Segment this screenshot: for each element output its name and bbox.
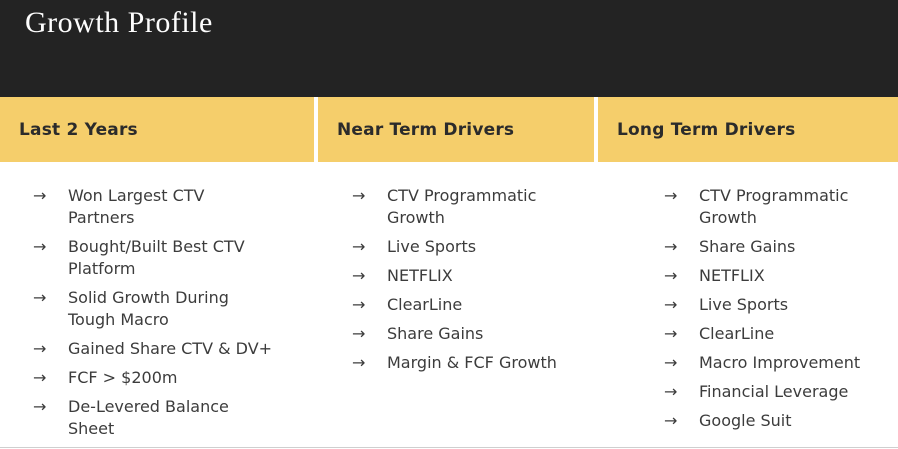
driver-list-near-term: → CTV Programmatic Growth → Live Sports → NETF… [318,185,594,447]
arrow-right-icon: → [352,353,366,372]
list-item: → Share Gains [664,236,898,258]
list-item: → Financial Leverage [664,381,898,403]
arrow-right-icon: → [352,237,366,256]
list-item-text: Gained Share CTV & DV+ [68,339,273,358]
list-item-text: Live Sports [387,237,477,256]
list-item: → Live Sports [352,236,594,258]
column-header-last-2-years: Last 2 Years [0,97,314,162]
list-item: → Gained Share CTV & DV+ [33,338,314,360]
arrow-right-icon: → [352,295,366,314]
arrow-right-icon: → [33,368,47,387]
column-divider [314,97,318,162]
list-item: → Bought/Built Best CTV Platform [33,236,314,280]
arrow-right-icon: → [352,324,366,343]
list-item-text: Solid Growth During Tough Macro [68,288,229,329]
arrow-right-icon: → [352,266,366,285]
list-item-text: Macro Improvement [699,353,861,372]
column-body-row: → Won Largest CTV Partners → Bought/Built Be… [0,162,898,447]
column-divider [594,97,598,162]
driver-list-last-2-years: → Won Largest CTV Partners → Bought/Built Be… [0,185,314,447]
list-item: → De-Levered Balance Sheet [33,396,314,440]
list-item-text: Margin & FCF Growth [387,353,557,372]
list-item-text: NETFLIX [699,266,765,285]
arrow-right-icon: → [33,288,47,307]
arrow-right-icon: → [33,237,47,256]
list-item-text: FCF > $200m [68,368,178,387]
list-item: → Macro Improvement [664,352,898,374]
list-item-text: Share Gains [699,237,796,256]
list-item: → Margin & FCF Growth [352,352,594,374]
list-item-text: NETFLIX [387,266,453,285]
list-item: → ClearLine [352,294,594,316]
list-item-text: Financial Leverage [699,382,849,401]
column-header-row: Last 2 Years Near Term Drivers Long Term… [0,97,898,162]
arrow-right-icon: → [664,186,678,205]
arrow-right-icon: → [664,237,678,256]
driver-list-long-term: → CTV Programmatic Growth → Share Gains → NETF… [598,185,898,447]
arrow-right-icon: → [352,186,366,205]
list-item: → Google Suit [664,410,898,432]
arrow-right-icon: → [664,353,678,372]
arrow-right-icon: → [664,324,678,343]
arrow-right-icon: → [664,411,678,430]
column-divider [594,185,598,447]
arrow-right-icon: → [33,339,47,358]
list-item-text: ClearLine [387,295,463,314]
list-item: → CTV Programmatic Growth [352,185,594,229]
list-item-text: CTV Programmatic Growth [387,186,537,227]
list-item: → NETFLIX [664,265,898,287]
list-item-text: De-Levered Balance Sheet [68,397,229,438]
list-item: → NETFLIX [352,265,594,287]
list-item: → Won Largest CTV Partners [33,185,314,229]
list-item: → FCF > $200m [33,367,314,389]
column-header-near-term-drivers: Near Term Drivers [318,97,594,162]
column-header-long-term-drivers: Long Term Drivers [598,97,898,162]
arrow-right-icon: → [33,397,47,416]
arrow-right-icon: → [33,186,47,205]
list-item-text: Won Largest CTV Partners [68,186,205,227]
list-item: → ClearLine [664,323,898,345]
list-item-text: Live Sports [699,295,789,314]
list-item-text: Google Suit [699,411,792,430]
list-item-text: CTV Programmatic Growth [699,186,849,227]
list-item: → Live Sports [664,294,898,316]
list-item: → CTV Programmatic Growth [664,185,898,229]
list-item-text: Bought/Built Best CTV Platform [68,237,245,278]
list-item: → Share Gains [352,323,594,345]
bottom-divider [0,447,898,448]
arrow-right-icon: → [664,295,678,314]
column-divider [314,185,318,447]
arrow-right-icon: → [664,382,678,401]
arrow-right-icon: → [664,266,678,285]
list-item: → Solid Growth During Tough Macro [33,287,314,331]
list-item-text: ClearLine [699,324,775,343]
list-item-text: Share Gains [387,324,484,343]
page-title: Growth Profile [25,6,213,39]
title-band: Growth Profile [0,0,898,97]
